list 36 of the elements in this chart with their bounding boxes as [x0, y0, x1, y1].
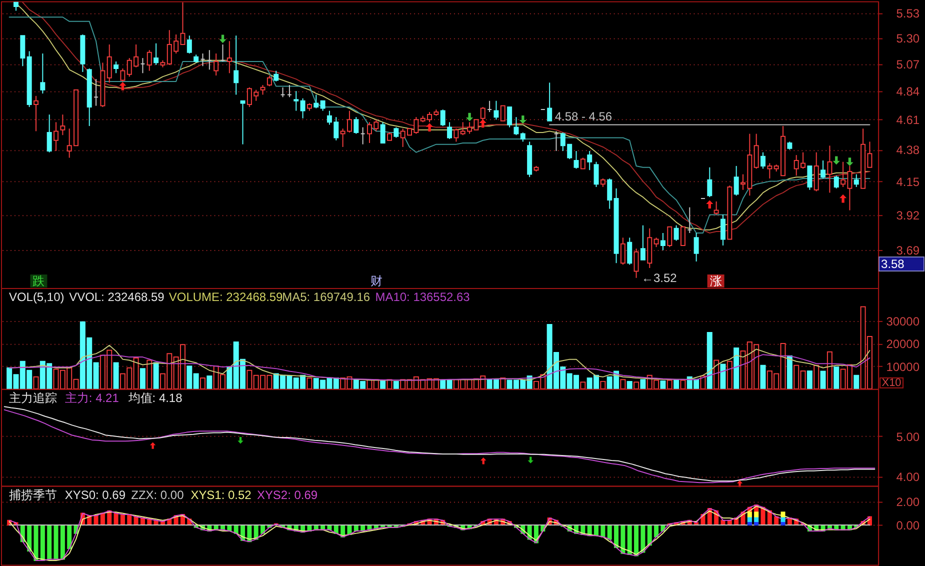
y-tick-label: 5.53 — [896, 6, 920, 20]
y-tick-label: 4.84 — [896, 84, 920, 99]
series-label: 4.58 - 4.56 — [554, 110, 612, 124]
text: MA10: 136552.63 — [375, 290, 470, 304]
y-tick-label: 20000 — [886, 337, 920, 352]
text: MA5: 169749.16 — [282, 290, 370, 304]
y-tick-label: 4.15 — [896, 174, 920, 189]
text: 主力: 4.21 — [64, 390, 120, 405]
text: 均值: 4.18 — [127, 390, 183, 405]
annotation: 涨 — [710, 274, 722, 288]
text: XYS2: 0.69 — [256, 488, 318, 502]
chart-title: VOL(5,10) — [8, 290, 64, 304]
y-tick-label: 3.69 — [896, 244, 920, 258]
annotation: ←3.52 — [642, 270, 678, 285]
y-tick-label: 2.00 — [896, 494, 920, 509]
chart-title: 捕捞季节 — [8, 488, 57, 502]
y-tick-label: 5.07 — [896, 57, 920, 72]
text: X10 — [882, 376, 902, 389]
chart-subtitle: VVOL: 232468.59 — [69, 290, 165, 304]
y-tick-label: 4.00 — [896, 470, 920, 484]
series-label: XYS1: 0.52 — [190, 488, 252, 502]
annotation: 财 — [370, 274, 382, 288]
y-tick-label: 3.92 — [896, 208, 920, 222]
y-tick-label: 30000 — [886, 314, 920, 329]
series-label: ZZX: 0.00 — [131, 488, 184, 502]
text: 3.58 — [881, 257, 905, 272]
y-tick-label: 10000 — [886, 360, 920, 374]
y-tick-label: 5.30 — [896, 31, 920, 46]
annotation: XYS0: 0.69 — [64, 488, 126, 502]
y-tick-label: 4.38 — [896, 143, 920, 158]
chart-title: 主力追踪 — [8, 390, 57, 405]
annotation: VOLUME: 232468.59 — [168, 290, 284, 304]
y-tick-label: 4.61 — [896, 113, 920, 128]
y-tick-label: 5.00 — [896, 430, 920, 444]
annotation: 跌 — [32, 274, 45, 288]
y-tick-label: 0.00 — [896, 518, 920, 533]
